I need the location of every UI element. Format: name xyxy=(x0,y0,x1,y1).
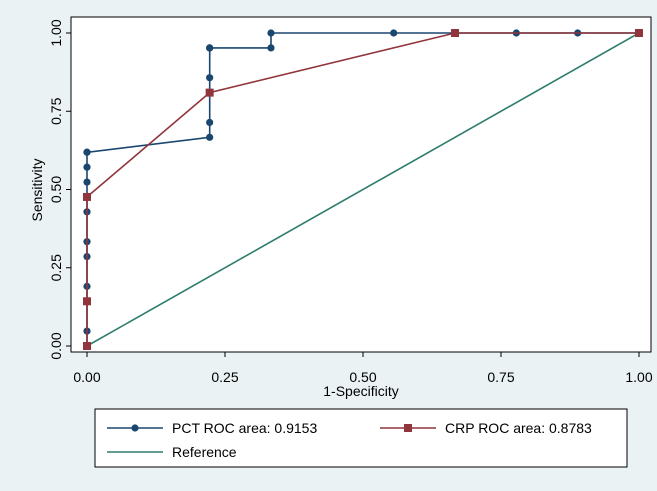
x-tick-label: 0.75 xyxy=(487,369,514,385)
x-axis-label: 1-Specificity xyxy=(323,383,398,399)
pct-point xyxy=(83,148,91,156)
x-tick-label: 0.00 xyxy=(73,369,100,385)
plot-area xyxy=(70,16,652,353)
y-tick-label: 0.75 xyxy=(48,97,64,124)
reference-curve-line xyxy=(86,32,640,347)
pct-point xyxy=(83,163,91,171)
legend-crp-label: CRP ROC area: 0.8783 xyxy=(445,420,592,436)
legend-pct-marker xyxy=(131,424,139,432)
legend-reference-label: Reference xyxy=(172,444,237,460)
y-tick-label: 0.25 xyxy=(48,254,64,281)
crp-point xyxy=(451,29,460,37)
y-tick-label: 0.00 xyxy=(48,332,64,359)
legend-box xyxy=(94,408,628,468)
y-tick-label: 1.00 xyxy=(48,19,64,46)
crp-point xyxy=(83,297,91,306)
y-tick-label: 0.50 xyxy=(48,176,64,203)
crp-point xyxy=(83,342,91,350)
pct-point xyxy=(83,178,91,186)
pct-point xyxy=(206,133,214,141)
x-tick-label: 0.50 xyxy=(349,369,376,385)
crp-point xyxy=(635,29,643,37)
pct-point xyxy=(267,29,275,37)
pct-point xyxy=(267,44,275,52)
x-tick-label: 0.25 xyxy=(211,369,238,385)
pct-point xyxy=(206,74,214,82)
pct-point xyxy=(206,118,214,127)
crp-point xyxy=(205,88,214,97)
legend-crp-marker xyxy=(404,424,412,432)
crp-point xyxy=(83,192,91,201)
pct-point xyxy=(390,29,398,37)
x-tick-label: 1.00 xyxy=(625,369,652,385)
pct-point xyxy=(206,44,214,52)
crp-curve-line xyxy=(86,32,639,346)
y-axis-label: Sensitivity xyxy=(29,158,45,221)
legend-pct-label: PCT ROC area: 0.9153 xyxy=(172,420,317,436)
